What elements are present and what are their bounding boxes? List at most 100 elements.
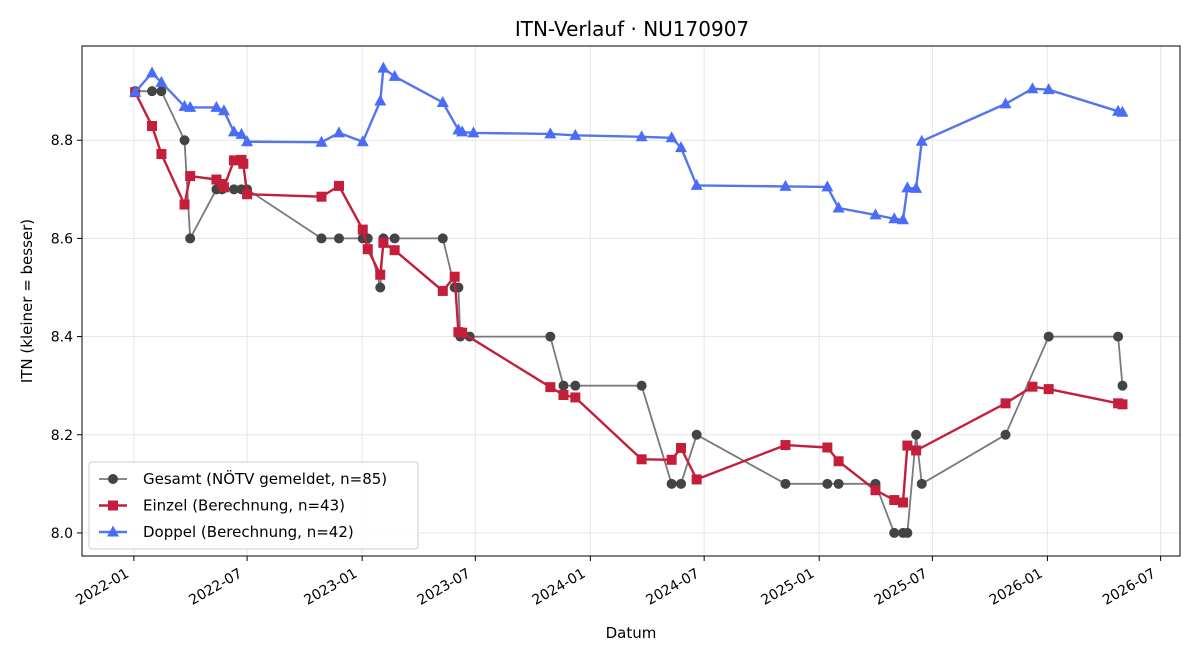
gesamt-data-point	[916, 478, 927, 489]
doppel-data-point	[675, 141, 688, 153]
plot-area-frame	[81, 45, 1181, 557]
doppel-data-point	[869, 208, 882, 220]
gesamt-data-point	[676, 478, 687, 489]
einzel-data-point	[902, 440, 913, 451]
doppel-data-point	[910, 181, 923, 193]
x-axis: 2022-01 2022-07 2023-01 2023-07 2024-01 2024-…	[73, 556, 1162, 609]
doppel-data-point	[146, 66, 159, 78]
doppel-data-point	[779, 179, 792, 191]
doppel-data-point	[544, 127, 557, 139]
einzel-series	[130, 87, 1128, 508]
doppel-data-point	[241, 135, 254, 147]
einzel-data-point	[357, 224, 368, 235]
doppel-data-point	[227, 125, 240, 137]
doppel-data-point	[1042, 83, 1055, 95]
einzel-data-point	[185, 171, 196, 182]
einzel-data-point	[179, 199, 190, 210]
einzel-data-point	[333, 180, 344, 191]
einzel-data-point	[780, 440, 791, 451]
doppel-data-point	[356, 135, 369, 147]
gesamt-data-point	[375, 282, 386, 293]
einzel-legend-label: Einzel (Berechnung, n=43)	[143, 497, 345, 515]
doppel-data-point	[467, 126, 480, 138]
doppel-data-point	[665, 131, 678, 143]
y-tick-label: 8.8	[51, 133, 73, 149]
doppel-data-point	[915, 134, 928, 146]
einzel-data-point	[889, 495, 900, 506]
gesamt-legend-marker	[108, 474, 118, 484]
x-axis-title: Datum	[606, 624, 657, 642]
einzel-data-point	[147, 121, 158, 132]
gesamt-data-point	[316, 233, 327, 244]
gesamt-data-point	[1000, 429, 1011, 440]
doppel-data-point	[635, 130, 648, 142]
series-layer	[129, 61, 1129, 538]
einzel-data-point	[897, 497, 908, 508]
y-tick-label: 8.6	[51, 231, 73, 247]
einzel-data-point	[437, 285, 448, 296]
gesamt-data-point	[570, 380, 581, 391]
gesamt-data-point	[333, 233, 344, 244]
einzel-data-point	[378, 237, 389, 248]
doppel-data-point	[821, 180, 834, 192]
gesamt-data-point	[902, 527, 913, 538]
y-axis: 8.0 8.2 8.4 8.6 8.8	[51, 133, 82, 542]
doppel-data-point	[332, 126, 345, 138]
einzel-data-point	[822, 442, 833, 453]
doppel-data-point	[184, 100, 197, 112]
doppel-data-point	[690, 178, 703, 190]
doppel-data-point	[436, 95, 449, 107]
gesamt-data-point	[1113, 331, 1124, 342]
doppel-data-point	[374, 94, 387, 106]
doppel-series-line	[134, 66, 1123, 221]
einzel-data-point	[558, 389, 569, 400]
gesamt-legend-label: Gesamt (NÖTV gemeldet, n=85)	[143, 469, 387, 488]
gesamt-data-point	[691, 429, 702, 440]
einzel-data-point	[691, 474, 702, 485]
x-tick-label: 2026-07	[1100, 566, 1159, 609]
einzel-data-point	[375, 269, 386, 280]
einzel-data-point	[218, 182, 229, 193]
gesamt-data-point	[636, 380, 647, 391]
doppel-data-point	[155, 75, 168, 87]
gesamt-data-point	[666, 478, 677, 489]
gesamt-data-point	[179, 135, 190, 146]
einzel-data-point	[570, 392, 581, 403]
einzel-data-point	[911, 445, 922, 456]
gesamt-data-point	[558, 380, 569, 391]
gesamt-data-point	[833, 478, 844, 489]
doppel-data-point	[217, 104, 230, 116]
gesamt-data-point	[185, 233, 196, 244]
einzel-data-point	[156, 148, 167, 159]
y-tick-label: 8.4	[51, 330, 73, 346]
legend: Gesamt (NÖTV gemeldet, n=85) Einzel (Bere…	[88, 461, 419, 550]
chart-title: ITN-Verlauf · NU170907	[515, 17, 749, 41]
doppel-series	[129, 61, 1129, 225]
einzel-data-point	[1000, 398, 1011, 409]
doppel-data-point	[888, 212, 901, 224]
gesamt-data-point	[780, 478, 791, 489]
gesamt-data-point	[389, 233, 400, 244]
x-tick-label: 2022-07	[186, 566, 245, 609]
y-tick-label: 8.0	[51, 526, 73, 542]
einzel-data-point	[676, 443, 687, 454]
doppel-data-point	[999, 97, 1012, 109]
gesamt-data-point	[1043, 331, 1054, 342]
doppel-legend-marker	[107, 525, 119, 537]
einzel-data-point	[1043, 384, 1054, 395]
doppel-legend-label: Doppel (Berechnung, n=42)	[143, 523, 354, 541]
gesamt-data-point	[889, 527, 900, 538]
x-tick-label: 2025-07	[872, 566, 931, 609]
einzel-data-point	[870, 485, 881, 496]
gesamt-data-point	[545, 331, 556, 342]
doppel-data-point	[832, 201, 845, 213]
einzel-data-point	[316, 191, 327, 202]
doppel-data-point	[377, 61, 390, 73]
doppel-data-point	[235, 127, 248, 139]
doppel-data-point	[901, 181, 914, 193]
doppel-data-point	[210, 100, 223, 112]
einzel-series-line	[134, 91, 1123, 504]
einzel-data-point	[211, 174, 222, 185]
x-tick-label: 2023-07	[415, 566, 474, 609]
